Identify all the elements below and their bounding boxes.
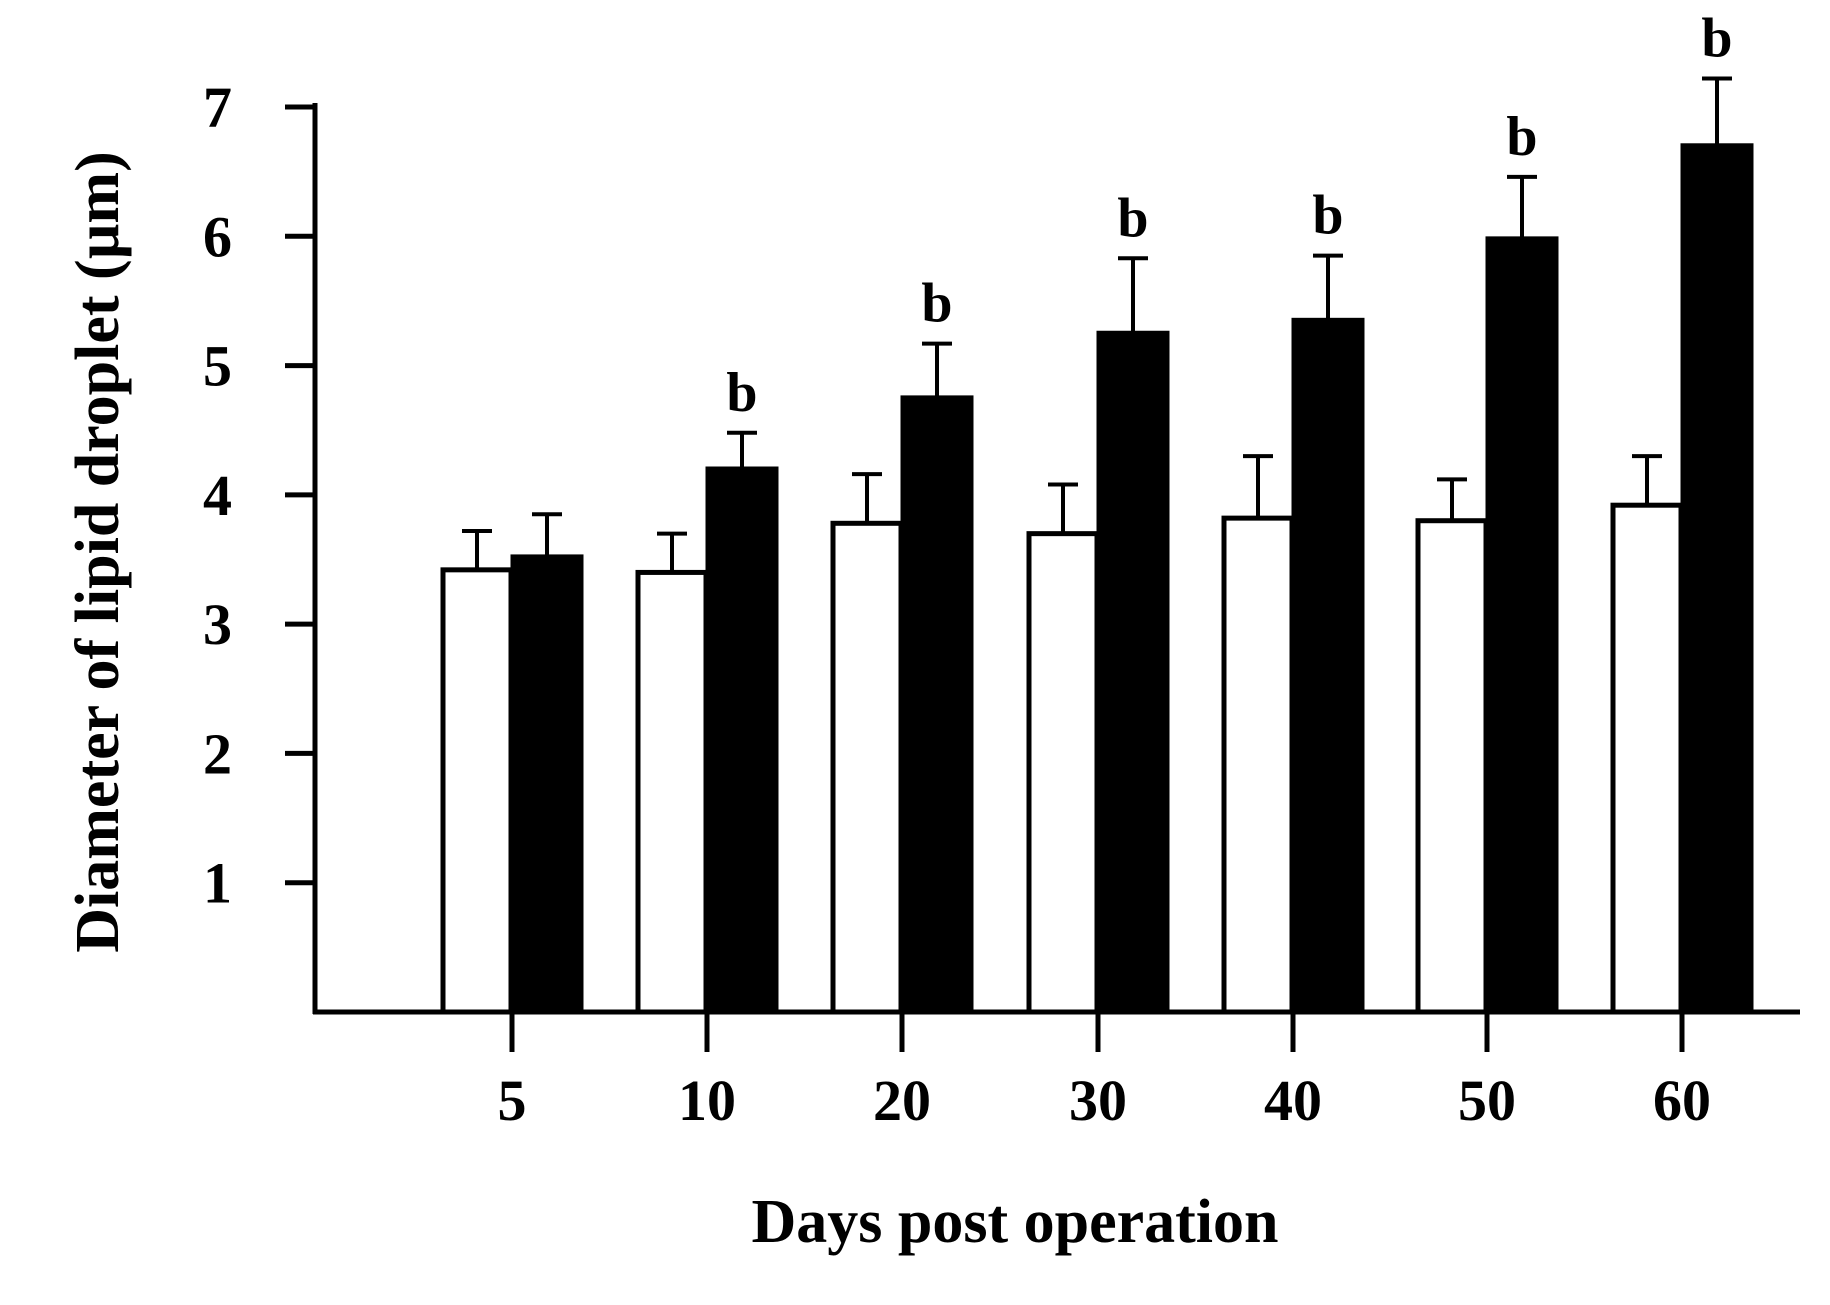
x-tick-label-40: 40 [1264,1068,1322,1133]
bar-s2-20 [900,395,974,1015]
y-tick-label-5: 5 [203,334,232,399]
significance-label-20: b [921,273,952,335]
x-tick-label-20: 20 [873,1068,931,1133]
bar-s2-40 [1291,317,1365,1015]
significance-label-60: b [1701,8,1732,70]
axes-layer [285,103,1800,1052]
bar-s2-50 [1485,236,1559,1015]
significance-label-30: b [1117,187,1148,249]
significance-label-10: b [726,362,757,424]
bar-s2-60 [1680,143,1754,1015]
tick-labels-layer: 1 2 3 4 5 6 7 5 10 20 30 40 50 60 [203,75,1711,1133]
bar-s1-40 [1221,515,1295,1015]
significance-label-40: b [1312,185,1343,247]
x-tick-label-5: 5 [498,1068,527,1133]
y-tick-label-2: 2 [203,721,232,786]
significance-label-50: b [1506,106,1537,168]
y-axis-label: Diameter of lipid droplet (µm) [64,151,132,952]
bar-s1-10 [635,569,709,1015]
bar-s1-5 [440,567,514,1015]
bar-s1-60 [1610,502,1684,1015]
bar-s1-20 [830,520,904,1015]
x-tick-label-60: 60 [1653,1068,1711,1133]
bar-s2-10 [705,466,779,1015]
y-tick-label-7: 7 [203,75,232,140]
x-tick-label-10: 10 [678,1068,736,1133]
y-tick-label-4: 4 [203,463,232,528]
significance-labels-layer: b b b b b b [726,8,1732,424]
x-tick-label-50: 50 [1458,1068,1516,1133]
y-tick-label-6: 6 [203,204,232,269]
bars-layer [440,143,1754,1015]
bar-s1-50 [1415,518,1489,1015]
x-axis-label: Days post operation [751,1188,1278,1256]
y-tick-label-1: 1 [203,851,232,916]
error-bars-layer [462,76,1732,573]
y-tick-label-3: 3 [203,592,232,657]
bar-s2-5 [510,554,584,1015]
bar-s2-30 [1096,330,1170,1015]
bar-s1-30 [1026,531,1100,1015]
x-tick-label-30: 30 [1069,1068,1127,1133]
